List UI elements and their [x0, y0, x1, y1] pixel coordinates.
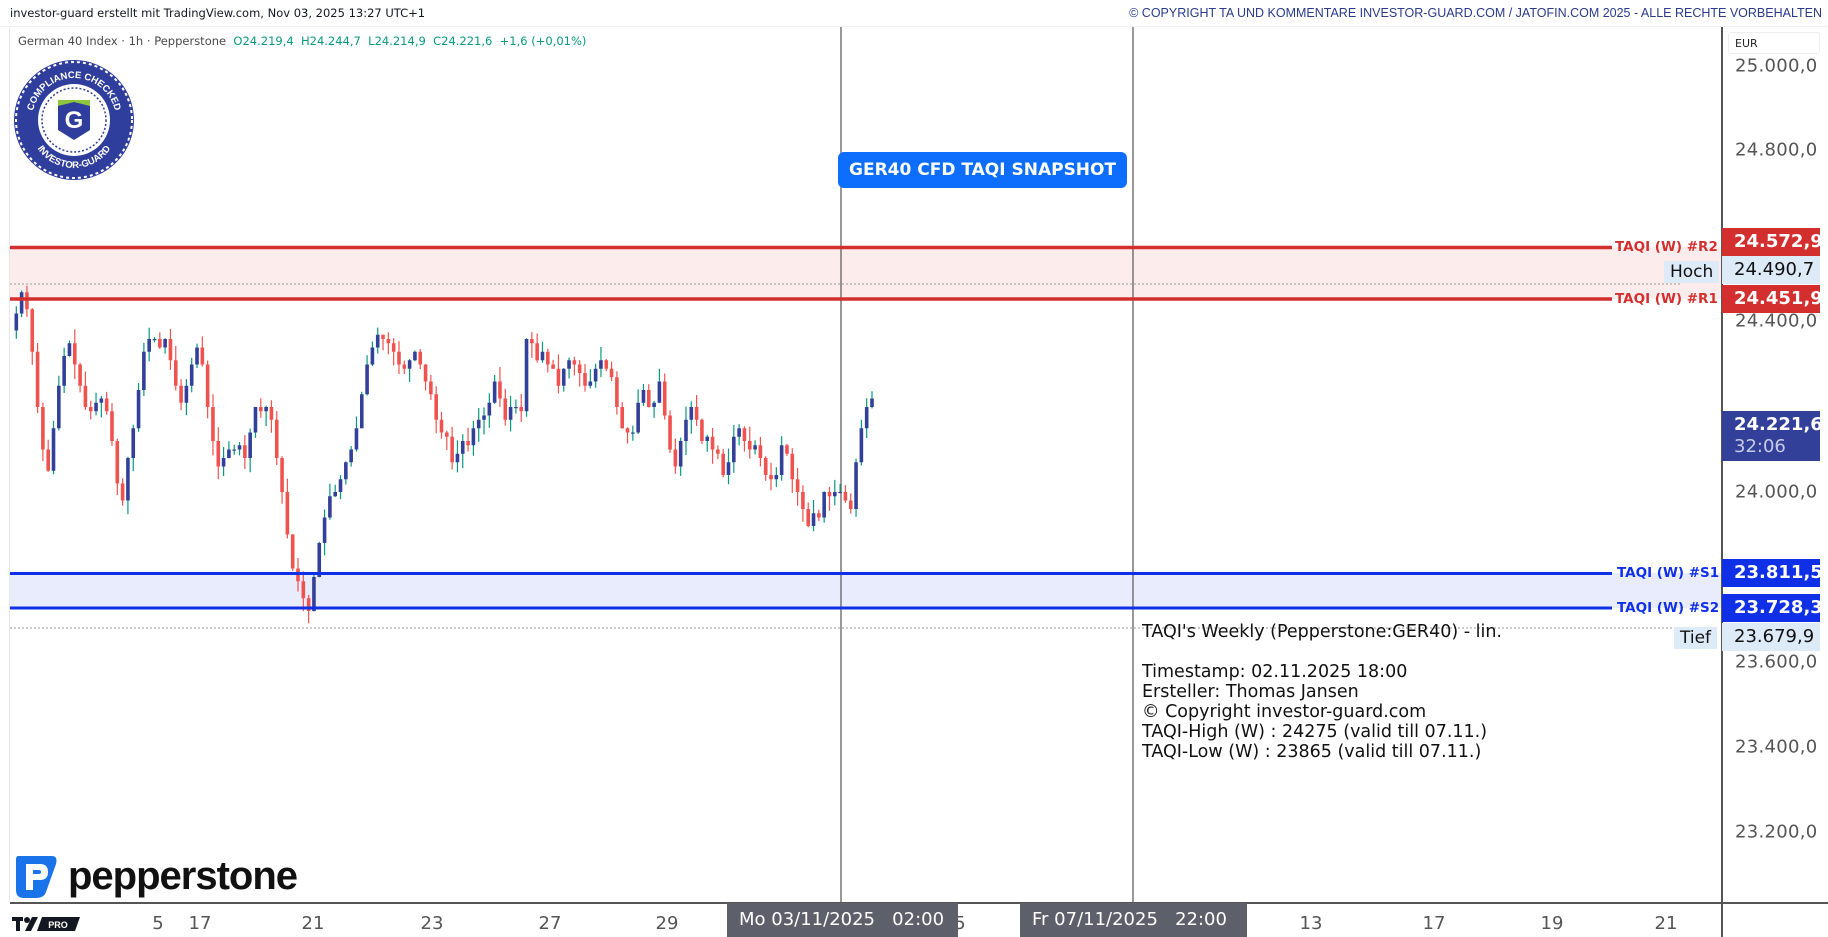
time-tick: 27	[538, 913, 562, 934]
time-tick: 13	[1299, 913, 1323, 934]
note-line: TAQI-High (W) : 24275 (valid till 07.11.…	[1142, 722, 1488, 742]
pepperstone-p-icon	[16, 856, 57, 898]
tradingview-icon: PRO	[12, 917, 80, 931]
symbol-legend: German 40 Index · 1h · Pepperstone O24.2…	[18, 34, 586, 48]
support-zone	[10, 573, 1722, 608]
compliance-seal: G COMPLIANCE CHECKED INVESTOR-GUARD	[12, 58, 136, 186]
header-copyright: © COPYRIGHT TA UND KOMMENTARE INVESTOR-G…	[1129, 6, 1822, 20]
s2-label: TAQI (W) #S2	[1617, 600, 1720, 616]
s1-price-badge: 23.811,5	[1722, 559, 1823, 587]
s2-price-badge: 23.728,3	[1722, 594, 1823, 622]
price-tick: 23.200,0	[1735, 821, 1818, 843]
price-chart[interactable]	[0, 27, 1722, 902]
pepperstone-logo: pepperstone	[12, 852, 298, 900]
note-line: Timestamp: 02.11.2025 18:00	[1142, 662, 1408, 682]
time-tick: 19	[1540, 913, 1564, 934]
tradingview-logo[interactable]: PRO	[12, 916, 82, 936]
time-axis-border	[10, 902, 1828, 904]
symbol-name: German 40 Index · 1h · Pepperstone	[18, 34, 227, 48]
price-tick: 24.000,0	[1735, 481, 1818, 503]
low-label: Tief	[1674, 627, 1718, 649]
price-tick: 24.400,0	[1735, 310, 1818, 332]
time-tick: 5	[954, 913, 966, 934]
chart-left-edge	[9, 27, 10, 902]
crosshair-date-2: Fr 07/11/2025 22:00	[1020, 903, 1247, 937]
header-attribution: investor-guard erstellt mit TradingView.…	[10, 6, 426, 20]
ohlc-change: +1,6 (+0,01%)	[499, 34, 587, 48]
time-tick: 17	[188, 913, 212, 934]
price-tick: 23.600,0	[1735, 651, 1818, 673]
resistance-zone	[10, 247, 1722, 299]
price-tick: 25.000,0	[1735, 55, 1818, 77]
time-tick: 23	[420, 913, 444, 934]
ohlc-open: O24.219,4	[233, 34, 294, 48]
bar-countdown: 32:06	[1734, 436, 1786, 457]
time-tick: 5	[152, 913, 164, 934]
price-axis-border	[1721, 27, 1723, 937]
svg-text:PRO: PRO	[48, 920, 68, 930]
crosshair-date-1: Mo 03/11/2025 02:00	[727, 903, 958, 937]
snapshot-label: GER40 CFD TAQI SNAPSHOT	[838, 152, 1128, 188]
note-line: Ersteller: Thomas Jansen	[1142, 682, 1359, 702]
svg-text:G: G	[65, 107, 84, 134]
time-tick: 17	[1422, 913, 1446, 934]
current-price: 24.221,6	[1734, 414, 1823, 435]
price-tick: 24.800,0	[1735, 139, 1818, 161]
divider	[0, 26, 1828, 27]
ohlc-low: L24.214,9	[368, 34, 426, 48]
r2-price-badge: 24.572,9	[1722, 228, 1823, 256]
low-price-badge: 23.679,9	[1722, 623, 1820, 651]
high-price-badge: 24.490,7	[1722, 256, 1820, 284]
note-line: © Copyright investor-guard.com	[1142, 702, 1427, 722]
time-tick: 21	[1654, 913, 1678, 934]
current-price-badge: 24.221,6 32:06	[1722, 411, 1823, 461]
taqi-note: TAQI's Weekly (Pepperstone:GER40) - lin.…	[1142, 622, 1502, 762]
price-tick: 23.400,0	[1735, 736, 1818, 758]
currency-selector[interactable]: EUR	[1728, 32, 1820, 54]
time-tick: 29	[655, 913, 679, 934]
candles	[14, 285, 874, 624]
r2-label: TAQI (W) #R2	[1615, 239, 1718, 255]
brand-name: pepperstone	[68, 853, 298, 898]
r1-label: TAQI (W) #R1	[1615, 291, 1718, 307]
ohlc-high: H24.244,7	[301, 34, 361, 48]
time-tick: 21	[301, 913, 325, 934]
note-line: TAQI-Low (W) : 23865 (valid till 07.11.)	[1142, 742, 1482, 762]
compliance-badge-icon: G COMPLIANCE CHECKED INVESTOR-GUARD	[14, 60, 134, 180]
r1-price-badge: 24.451,9	[1722, 285, 1823, 313]
note-title: TAQI's Weekly (Pepperstone:GER40) - lin.	[1142, 622, 1502, 642]
ohlc-close: C24.221,6	[433, 34, 493, 48]
s1-label: TAQI (W) #S1	[1617, 565, 1720, 581]
high-label: Hoch	[1664, 261, 1720, 283]
